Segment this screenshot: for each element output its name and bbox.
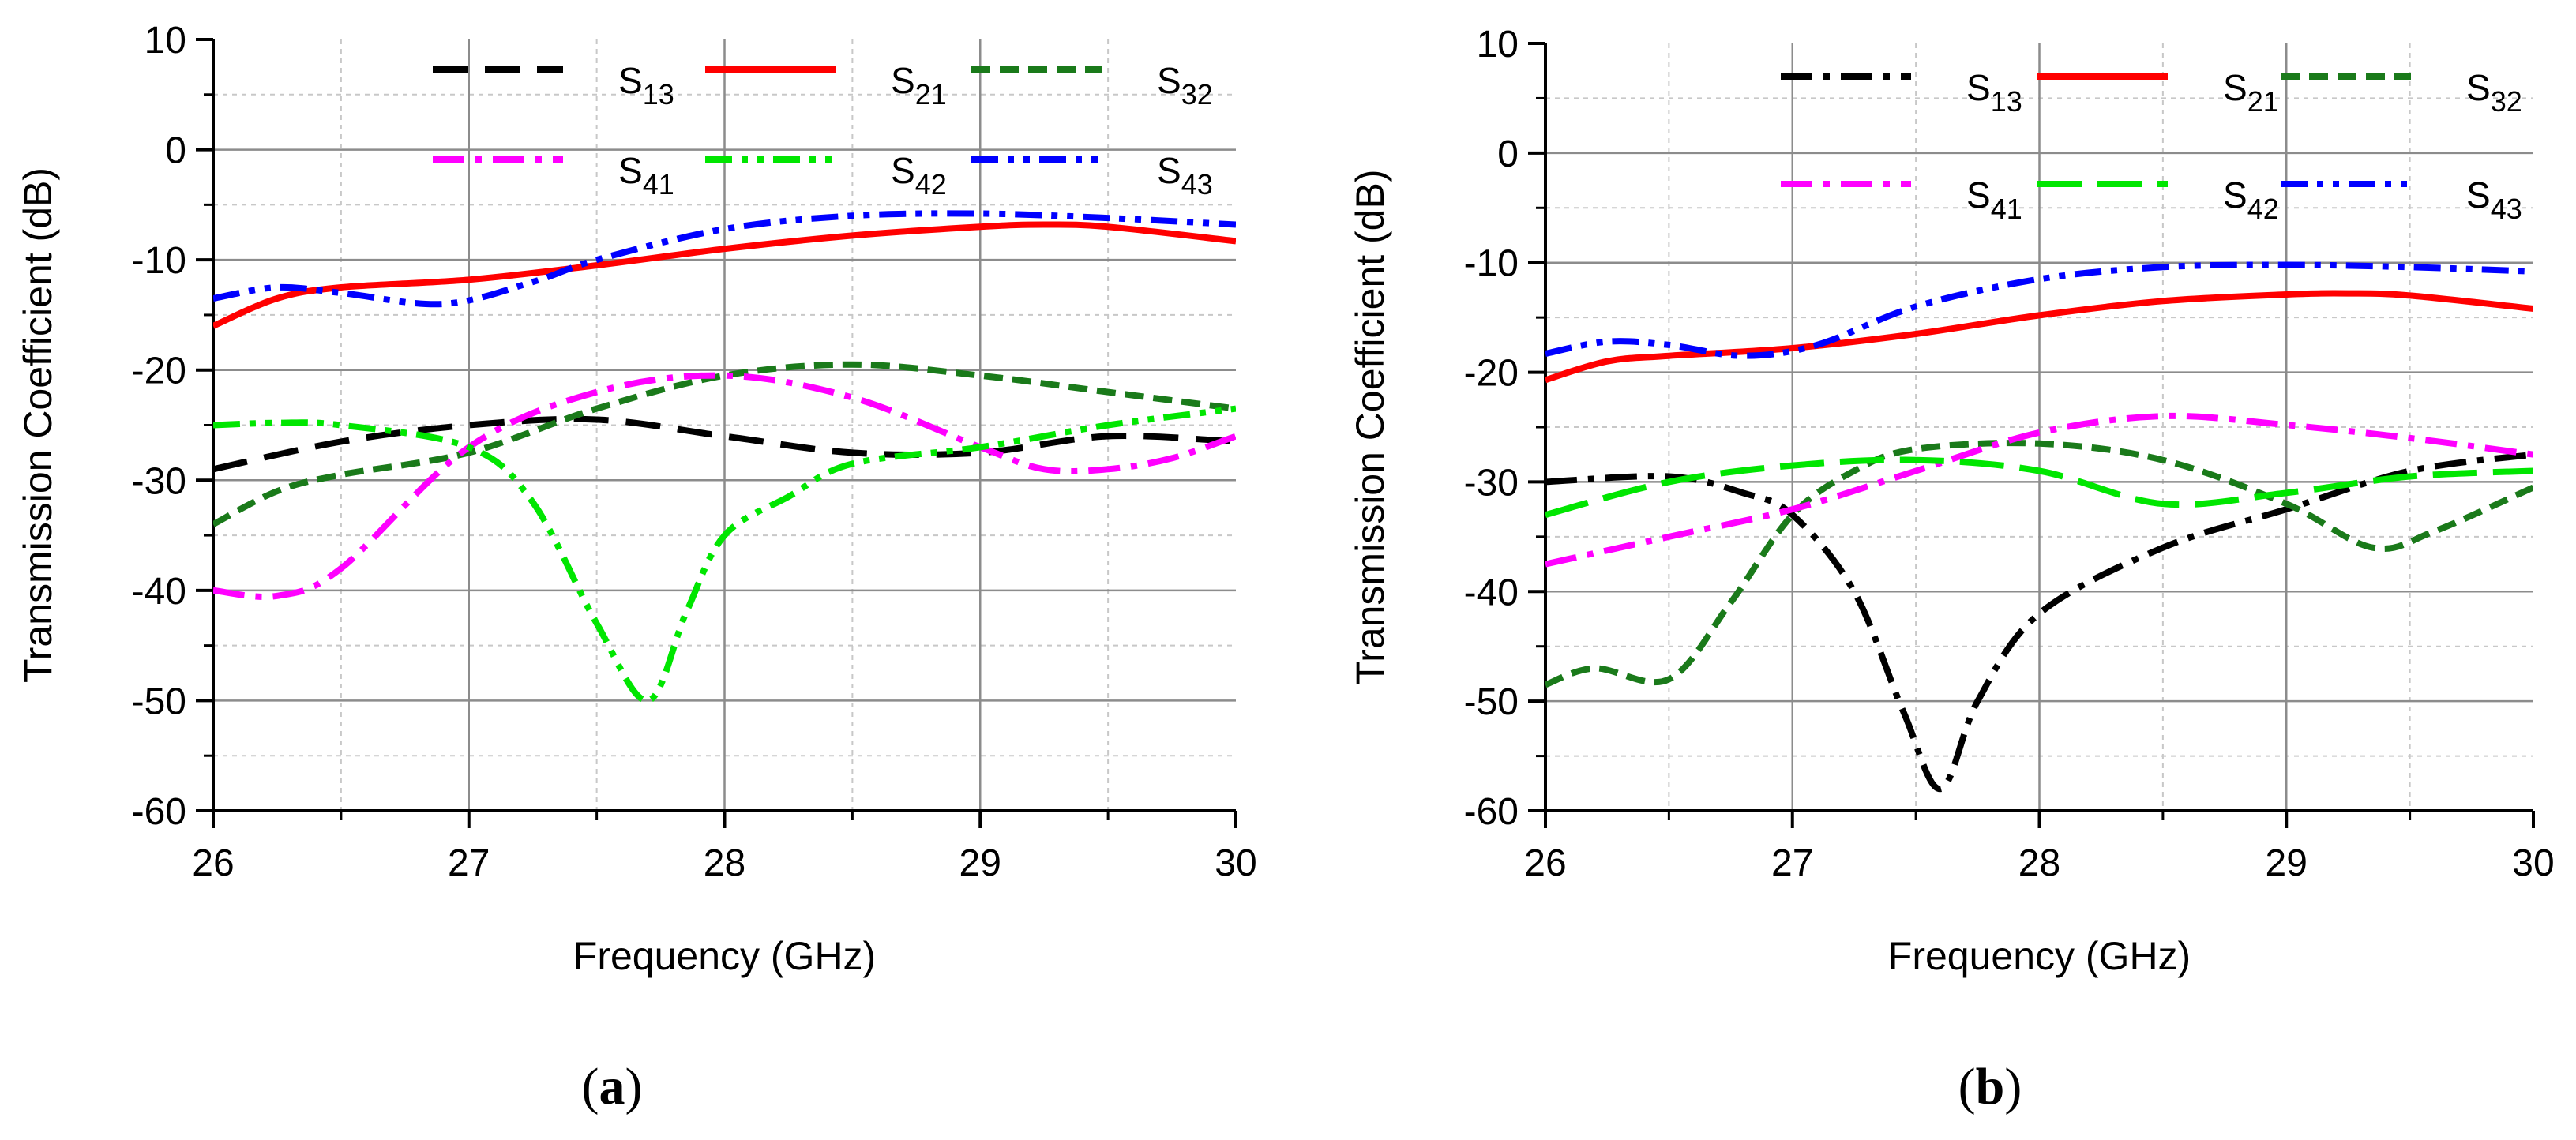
x-axis-label: Frequency (GHz) (1888, 934, 2191, 978)
legend-label-subscript: 42 (2247, 193, 2279, 225)
legend-label-s21: S21 (2223, 67, 2279, 118)
chart-a: 26 27 28 29 30 10 0 -10 -20 -30 -40 -50 -60 Frequency… (16, 20, 1257, 1116)
caption-paren-open: ( (582, 1058, 599, 1116)
legend-label-subscript: 32 (2491, 85, 2522, 118)
series-line-s42 (213, 405, 1236, 704)
legend-label-subscript: 41 (1991, 193, 2022, 225)
legend-label-s41: S41 (1966, 174, 2022, 225)
legend-label-s42: S42 (891, 150, 947, 201)
series-group (1545, 261, 2533, 793)
caption-letter: b (1976, 1058, 2005, 1116)
series-line-s13 (213, 415, 1236, 473)
legend-label-subscript: 21 (2247, 85, 2279, 118)
legend-label-main: S (1157, 60, 1181, 101)
series-line-s43 (213, 210, 1236, 308)
series-group (213, 210, 1236, 704)
legend-label-subscript: 42 (915, 168, 947, 201)
y-axis-label: Transmission Coefficient (dB) (1348, 169, 1392, 684)
x-tick-label: 26 (192, 842, 234, 884)
series-line-s32 (213, 361, 1236, 527)
y-tick-label: -60 (1464, 791, 1519, 833)
legend-label-main: S (2223, 67, 2247, 108)
series-line-s21 (1545, 290, 2533, 384)
y-tick-label: -20 (132, 351, 186, 392)
y-axis-label: Transmission Coefficient (dB) (16, 167, 60, 683)
series-line-s21 (213, 221, 1236, 329)
x-tick-label: 27 (448, 842, 490, 884)
series-line-s42 (1545, 456, 2533, 518)
legend-label-main: S (1966, 67, 1991, 108)
x-tick-label: 29 (959, 842, 1001, 884)
y-tick-label: 0 (1497, 133, 1519, 175)
chart-b: 26 27 28 29 30 10 0 -10 -20 -30 -40 -50 -60 Frequency… (1348, 24, 2555, 1116)
y-tick-label: -10 (1464, 243, 1519, 285)
x-tick-label: 28 (704, 842, 745, 884)
legend-label-subscript: 21 (915, 78, 947, 111)
legend-label-s43: S43 (2466, 174, 2522, 225)
legend-label-main: S (2223, 174, 2247, 216)
legend-label-s21: S21 (891, 60, 947, 111)
legend-label-main: S (618, 150, 643, 191)
legend-label-main: S (2466, 67, 2491, 108)
caption-b: (b) (1958, 1058, 2022, 1116)
y-tick-label: 10 (1477, 24, 1519, 66)
y-tick-label: -50 (132, 681, 186, 722)
x-tick-label: 26 (1524, 842, 1566, 884)
legend-label-subscript: 32 (1181, 78, 1213, 111)
x-axis-label: Frequency (GHz) (573, 934, 876, 978)
series-line-s32 (1545, 440, 2533, 688)
legend-label-subscript: 13 (1991, 85, 2022, 118)
legend-label-main: S (1157, 150, 1181, 191)
legend-label-s32: S32 (2466, 67, 2522, 118)
legend-label-s13: S13 (618, 60, 674, 111)
grid (1545, 43, 2533, 811)
series-line-s43 (1545, 261, 2533, 359)
x-tick-label: 28 (2018, 842, 2060, 884)
legend-label-main: S (618, 60, 643, 101)
legend-label-s32: S32 (1157, 60, 1213, 111)
legend-label-main: S (891, 150, 915, 191)
y-tick-label: -30 (132, 460, 186, 502)
series-line-s41 (213, 372, 1236, 600)
y-tick-label: -40 (132, 571, 186, 613)
y-tick-label: 10 (145, 20, 186, 62)
caption-paren-close: ) (625, 1058, 643, 1116)
caption-paren-open: ( (1958, 1058, 1976, 1116)
y-tick-label: -50 (1464, 681, 1519, 723)
legend-label-main: S (2466, 174, 2491, 216)
x-tick-label: 27 (1771, 842, 1813, 884)
legend-label-s41: S41 (618, 150, 674, 201)
x-tick-label: 29 (2266, 842, 2308, 884)
legend-label-s42: S42 (2223, 174, 2279, 225)
x-tick-label: 30 (1215, 842, 1256, 884)
y-tick-label: -60 (132, 791, 186, 833)
y-tick-label: -30 (1464, 462, 1519, 504)
grid (213, 39, 1236, 811)
series-line-s41 (1545, 412, 2533, 568)
y-tick-label: -40 (1464, 572, 1519, 613)
legend-label-main: S (1966, 174, 1991, 216)
legend-label-subscript: 13 (643, 78, 674, 111)
legend-label-subscript: 41 (643, 168, 674, 201)
x-tick-label: 30 (2512, 842, 2554, 884)
legend-label-subscript: 43 (2491, 193, 2522, 225)
caption-a: (a) (582, 1058, 643, 1116)
caption-letter: a (599, 1058, 625, 1116)
legend-label-s13: S13 (1966, 67, 2022, 118)
legend-label-subscript: 43 (1181, 168, 1213, 201)
y-tick-label: -10 (132, 240, 186, 282)
series-line-s13 (1545, 451, 2533, 793)
y-tick-label: -20 (1464, 353, 1519, 395)
y-tick-label: 0 (165, 130, 186, 172)
legend-label-s43: S43 (1157, 150, 1213, 201)
legend-label-main: S (891, 60, 915, 101)
caption-paren-close: ) (2004, 1058, 2022, 1116)
